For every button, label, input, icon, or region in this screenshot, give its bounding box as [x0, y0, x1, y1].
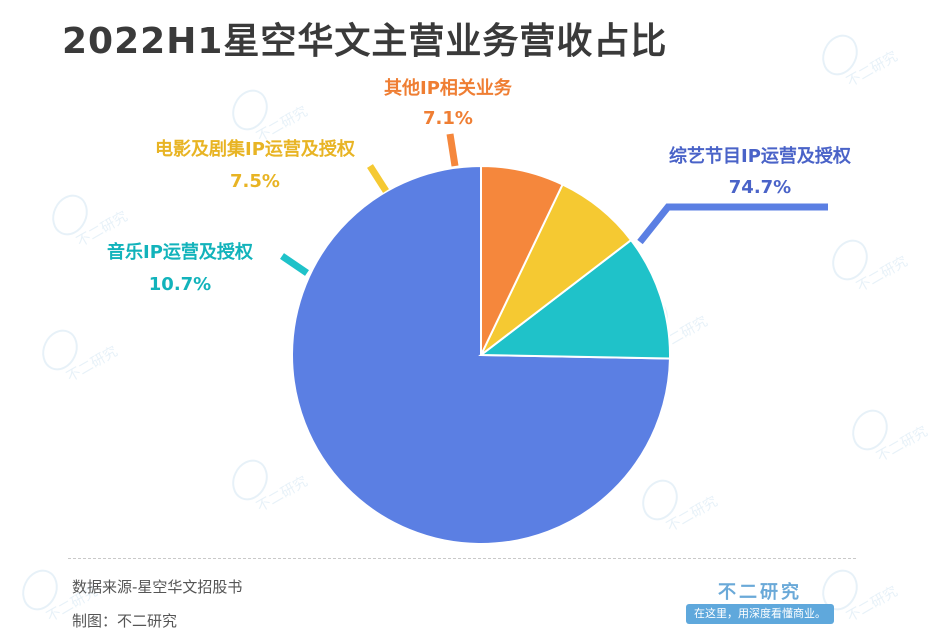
value-other-ip: 7.1% [423, 108, 473, 129]
value-music-ip: 10.7% [149, 274, 211, 295]
label-music-ip: 音乐IP运营及授权 [107, 241, 254, 263]
leader-line [637, 203, 828, 245]
value-film-drama-ip: 7.5% [230, 171, 280, 192]
chart-title: 2022H1星空华文主营业务营收占比 [62, 21, 668, 62]
label-film-drama-ip: 电影及剧集IP运营及授权 [155, 138, 356, 160]
data-source: 数据来源-星空华文招股书 [72, 578, 243, 596]
leader-line [446, 133, 459, 167]
footer-divider [68, 558, 856, 559]
chart-maker: 制图：不二研究 [72, 612, 178, 630]
label-other-ip: 其他IP相关业务 [384, 77, 513, 99]
brand-slogan: 在这里，用深度看懂商业。 [686, 604, 834, 624]
leader-line [280, 253, 309, 276]
leader-line [367, 164, 389, 193]
label-variety-show-ip: 综艺节目IP运营及授权 [669, 145, 852, 167]
value-variety-show-ip: 74.7% [729, 177, 791, 198]
brand-logo-text: 不二研究 [718, 582, 802, 603]
slice-other-ip [480, 164, 564, 356]
slice-music-ip [478, 238, 671, 360]
